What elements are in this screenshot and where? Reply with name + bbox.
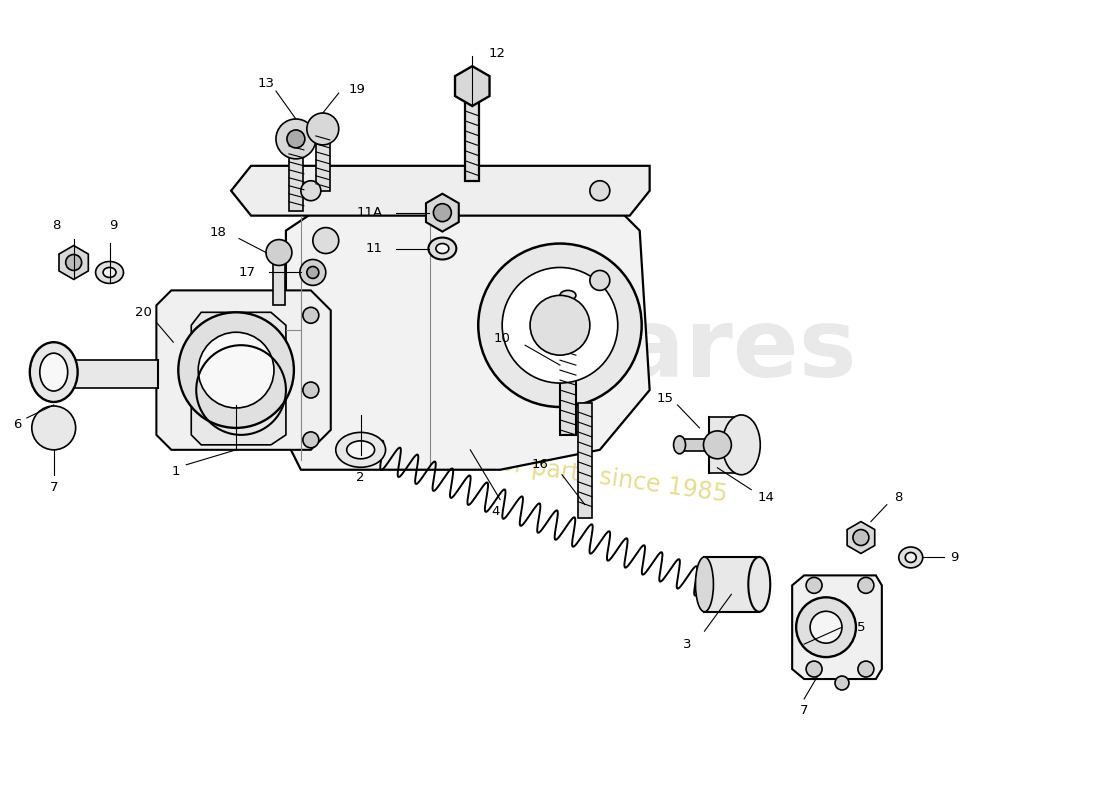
Circle shape — [530, 295, 590, 355]
Text: 11: 11 — [365, 242, 383, 255]
Circle shape — [806, 578, 822, 594]
Circle shape — [503, 267, 618, 383]
Text: 14: 14 — [757, 491, 774, 504]
Circle shape — [858, 661, 873, 677]
Text: 3: 3 — [683, 638, 692, 650]
Polygon shape — [426, 194, 459, 231]
Circle shape — [312, 228, 339, 254]
Circle shape — [287, 130, 305, 148]
Ellipse shape — [436, 243, 449, 254]
Ellipse shape — [905, 553, 916, 562]
Text: 6: 6 — [13, 418, 21, 431]
Ellipse shape — [560, 290, 576, 300]
Text: 2: 2 — [356, 471, 365, 484]
Circle shape — [276, 119, 316, 159]
Polygon shape — [455, 66, 490, 106]
Circle shape — [198, 332, 274, 408]
Bar — [74, 360, 158, 388]
Text: 18: 18 — [209, 226, 227, 239]
Circle shape — [301, 181, 321, 201]
Circle shape — [835, 676, 849, 690]
Bar — [465, 86, 480, 181]
Circle shape — [302, 382, 319, 398]
Circle shape — [178, 312, 294, 428]
Text: 4: 4 — [491, 505, 499, 518]
Text: 11A: 11A — [356, 206, 383, 219]
Text: 12: 12 — [488, 46, 505, 60]
Circle shape — [302, 307, 319, 323]
Circle shape — [32, 406, 76, 450]
Text: 13: 13 — [257, 77, 275, 90]
Text: 15: 15 — [656, 391, 673, 405]
Bar — [704, 557, 759, 612]
Ellipse shape — [428, 238, 456, 259]
Bar — [560, 295, 576, 435]
Circle shape — [433, 204, 451, 222]
Circle shape — [307, 113, 339, 145]
Ellipse shape — [336, 432, 386, 467]
Bar — [710, 417, 741, 473]
Ellipse shape — [673, 436, 685, 454]
Text: eurospares: eurospares — [243, 304, 857, 397]
Circle shape — [302, 432, 319, 448]
Circle shape — [704, 431, 732, 458]
Polygon shape — [231, 166, 650, 216]
Text: 5: 5 — [857, 621, 866, 634]
Text: 7: 7 — [50, 481, 58, 494]
Text: 20: 20 — [135, 306, 152, 319]
Polygon shape — [286, 201, 650, 470]
Ellipse shape — [748, 557, 770, 612]
Bar — [289, 139, 302, 210]
Text: 9: 9 — [950, 551, 959, 564]
Ellipse shape — [695, 557, 714, 612]
Circle shape — [796, 598, 856, 657]
Bar — [316, 129, 330, 190]
Polygon shape — [847, 522, 874, 554]
Text: 8: 8 — [53, 219, 60, 232]
Circle shape — [266, 239, 292, 266]
Polygon shape — [792, 575, 882, 679]
Ellipse shape — [40, 353, 68, 391]
Ellipse shape — [96, 262, 123, 283]
Ellipse shape — [103, 267, 116, 278]
Circle shape — [590, 181, 609, 201]
Polygon shape — [156, 290, 331, 450]
Circle shape — [590, 270, 609, 290]
Circle shape — [478, 243, 641, 407]
Ellipse shape — [723, 415, 760, 474]
Circle shape — [852, 530, 869, 546]
Circle shape — [810, 611, 842, 643]
Bar — [273, 253, 285, 306]
Text: 1: 1 — [172, 466, 180, 478]
Ellipse shape — [899, 547, 923, 568]
Circle shape — [806, 661, 822, 677]
Text: 10: 10 — [493, 332, 510, 345]
Circle shape — [300, 259, 326, 286]
Text: 17: 17 — [239, 266, 256, 279]
Text: 8: 8 — [894, 491, 902, 504]
Text: 7: 7 — [800, 705, 808, 718]
Circle shape — [66, 254, 81, 270]
Ellipse shape — [346, 441, 375, 458]
Ellipse shape — [30, 342, 78, 402]
Polygon shape — [59, 246, 88, 279]
Polygon shape — [191, 312, 286, 445]
Bar — [578, 403, 592, 518]
Text: 16: 16 — [531, 458, 548, 471]
Circle shape — [858, 578, 873, 594]
Text: 9: 9 — [109, 219, 118, 232]
Circle shape — [307, 266, 319, 278]
Text: a passion for parts since 1985: a passion for parts since 1985 — [372, 433, 728, 506]
Text: 19: 19 — [349, 82, 365, 95]
Bar — [682, 439, 710, 451]
